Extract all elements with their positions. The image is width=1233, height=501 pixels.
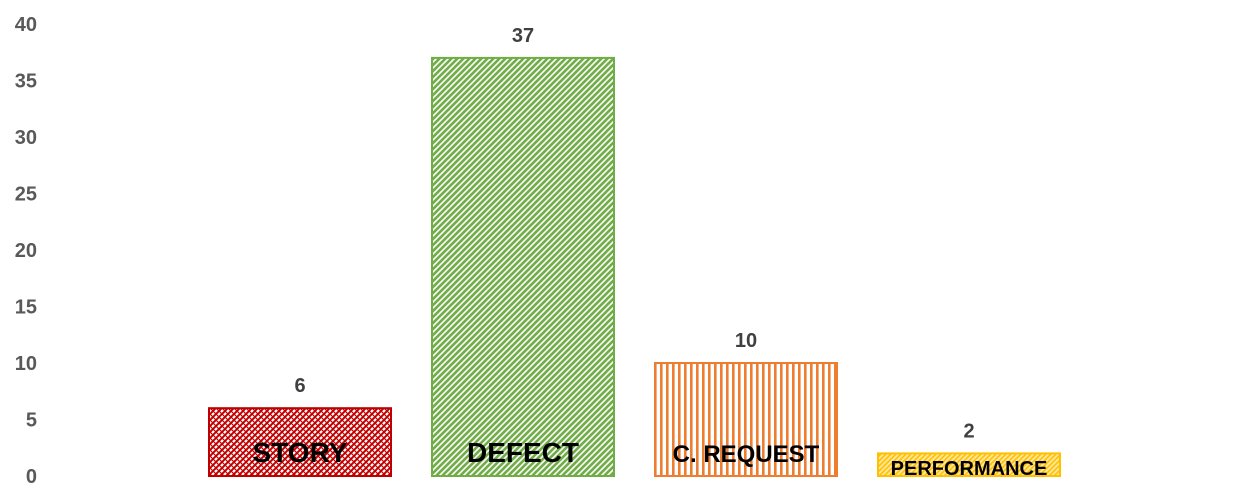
y-tick-label: 20 [15, 240, 37, 262]
y-tick-label: 40 [15, 14, 37, 36]
y-tick-label: 30 [15, 127, 37, 149]
value-label: 6 [294, 375, 305, 397]
value-label: 2 [963, 420, 974, 442]
y-tick-label: 0 [26, 466, 37, 488]
bar [431, 56, 615, 478]
category-label: DEFECT [467, 437, 579, 468]
y-tick-label: 5 [26, 410, 37, 432]
y-tick-label: 25 [15, 184, 37, 206]
category-label: C. REQUEST [673, 441, 820, 468]
bars [208, 56, 1061, 478]
y-tick-label: 35 [15, 71, 37, 93]
data-labels: 6 STORY 37 DEFECT 10 C. REQUEST 2 PERFORMANCE [253, 25, 1048, 480]
y-axis: 0 5 10 15 20 25 30 35 40 [15, 14, 37, 488]
y-tick-label: 15 [15, 297, 37, 319]
category-label: STORY [253, 437, 348, 468]
bar [208, 407, 392, 478]
value-label: 37 [512, 25, 534, 47]
value-label: 10 [735, 330, 757, 352]
bar [877, 452, 1061, 477]
category-label: PERFORMANCE [891, 458, 1048, 480]
y-tick-label: 10 [15, 353, 37, 375]
bar [654, 362, 838, 477]
